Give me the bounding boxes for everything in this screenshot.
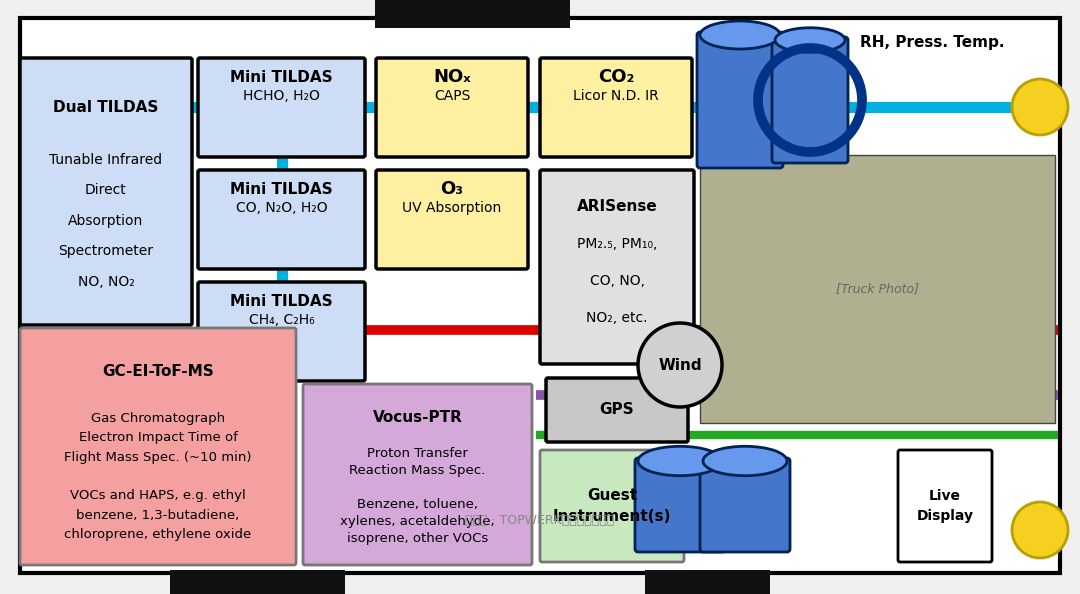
FancyBboxPatch shape [540, 170, 694, 364]
Text: benzene, 1,3-butadiene,: benzene, 1,3-butadiene, [77, 508, 240, 522]
Text: Reaction Mass Spec.: Reaction Mass Spec. [349, 464, 486, 477]
FancyBboxPatch shape [198, 282, 365, 381]
Text: Spectrometer: Spectrometer [58, 245, 153, 258]
Text: CO, NO,: CO, NO, [590, 274, 645, 288]
FancyBboxPatch shape [540, 450, 684, 562]
Bar [700, 155, 1055, 423]
Text: Wind: Wind [658, 358, 702, 372]
FancyBboxPatch shape [21, 58, 192, 325]
Text: O₃: O₃ [441, 180, 463, 198]
Text: Gas Chromatograph: Gas Chromatograph [91, 412, 225, 425]
Ellipse shape [638, 446, 723, 476]
Text: Benzene, toluene,: Benzene, toluene, [357, 498, 478, 511]
Text: Mini TILDAS: Mini TILDAS [230, 69, 333, 84]
Bar [170, 570, 345, 594]
Bar [375, 0, 570, 28]
Text: ARISense: ARISense [577, 199, 658, 214]
FancyBboxPatch shape [635, 458, 725, 552]
Bar [645, 570, 770, 594]
Circle shape [638, 323, 723, 407]
Text: Proton Transfer: Proton Transfer [367, 447, 468, 460]
Text: Live
Display: Live Display [917, 489, 973, 523]
Text: Mini TILDAS: Mini TILDAS [230, 293, 333, 309]
Text: Flight Mass Spec. (~10 min): Flight Mass Spec. (~10 min) [64, 451, 252, 464]
Text: NO₂, etc.: NO₂, etc. [586, 311, 648, 325]
FancyBboxPatch shape [21, 328, 296, 565]
FancyBboxPatch shape [376, 58, 528, 157]
FancyBboxPatch shape [897, 450, 993, 562]
FancyBboxPatch shape [303, 384, 532, 565]
Text: CO₂: CO₂ [598, 68, 634, 86]
FancyBboxPatch shape [697, 32, 783, 168]
Text: Electron Impact Time of: Electron Impact Time of [79, 431, 238, 444]
Text: 公众号 · TOPWERK图京拓版工坊巧: 公众号 · TOPWERK图京拓版工坊巧 [465, 513, 615, 526]
FancyBboxPatch shape [198, 58, 365, 157]
Text: Licor N.D. IR: Licor N.D. IR [573, 89, 659, 103]
FancyBboxPatch shape [198, 170, 365, 269]
Circle shape [1012, 79, 1068, 135]
FancyBboxPatch shape [772, 37, 848, 163]
Text: NO, NO₂: NO, NO₂ [78, 275, 134, 289]
FancyBboxPatch shape [540, 58, 692, 157]
Text: chloroprene, ethylene oxide: chloroprene, ethylene oxide [65, 528, 252, 541]
Text: CH₄, C₂H₆: CH₄, C₂H₆ [248, 313, 314, 327]
Text: Dual TILDAS: Dual TILDAS [53, 100, 159, 115]
Text: PM₂.₅, PM₁₀,: PM₂.₅, PM₁₀, [577, 237, 658, 251]
FancyBboxPatch shape [546, 378, 688, 442]
Text: GPS: GPS [599, 403, 634, 418]
Ellipse shape [700, 21, 780, 49]
Ellipse shape [703, 446, 787, 476]
Text: [Truck Photo]: [Truck Photo] [836, 283, 919, 295]
FancyBboxPatch shape [376, 170, 528, 269]
Text: Vocus-PTR: Vocus-PTR [373, 410, 462, 425]
Circle shape [1012, 502, 1068, 558]
Text: GC-EI-ToF-MS: GC-EI-ToF-MS [103, 365, 214, 380]
Text: Direct: Direct [85, 184, 126, 197]
Text: CO, N₂O, H₂O: CO, N₂O, H₂O [235, 201, 327, 215]
Text: Absorption: Absorption [68, 214, 144, 228]
Text: Mini TILDAS: Mini TILDAS [230, 182, 333, 197]
Text: UV Absorption: UV Absorption [403, 201, 501, 215]
Text: HCHO, H₂O: HCHO, H₂O [243, 89, 320, 103]
Ellipse shape [775, 28, 845, 52]
Text: xylenes, acetaldehyde,: xylenes, acetaldehyde, [340, 515, 495, 528]
Text: isoprene, other VOCs: isoprene, other VOCs [347, 532, 488, 545]
FancyBboxPatch shape [700, 458, 789, 552]
Text: Tunable Infrared: Tunable Infrared [50, 153, 163, 167]
Text: CAPS: CAPS [434, 89, 470, 103]
Text: RH, Press. Temp.: RH, Press. Temp. [860, 34, 1004, 49]
Text: Guest
Instrument(s): Guest Instrument(s) [553, 488, 672, 524]
Text: VOCs and HAPS, e.g. ethyl: VOCs and HAPS, e.g. ethyl [70, 489, 246, 503]
Text: NOₓ: NOₓ [433, 68, 471, 86]
